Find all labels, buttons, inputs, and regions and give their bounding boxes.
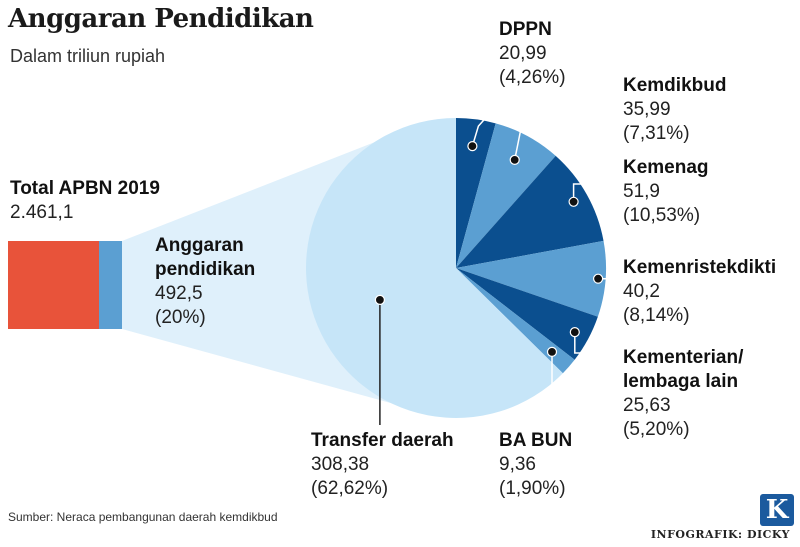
slice-name-kementerian-line2: lembaga lain (623, 371, 739, 392)
total-apbn-name: Total APBN 2019 (10, 178, 160, 199)
pie-slice-4 (456, 268, 598, 360)
slice-label-kemenag: Kemenag 51,9 (10,53%) (623, 156, 709, 228)
slice-label-kemdikbud: Kemdikbud 35,99 (7,31%) (623, 74, 726, 146)
education-budget-bar (99, 241, 122, 329)
pie-slice-3 (456, 240, 606, 317)
slice-pct-kemenristekdikti: (8,14%) (623, 305, 690, 326)
infographic-credit: INFOGRAFIK: DICKY (650, 528, 790, 541)
slice-name-kemenristekdikti: Kemenristekdikti (623, 257, 777, 278)
slice-name-kemdikbud: Kemdikbud (623, 75, 727, 96)
slice-value-kementerian-lain: 25,63 (623, 395, 671, 416)
slice-value-kemenag: 51,9 (623, 181, 660, 202)
slice-pct-dppn: (4,26%) (499, 67, 566, 88)
leader-dot-2 (568, 196, 579, 207)
slice-name-kementerian-line1: Kementerian/ (623, 347, 744, 368)
slice-value-dppn: 20,99 (499, 43, 547, 64)
leader-line-0 (471, 102, 500, 147)
leader-dot-1 (509, 154, 520, 165)
pie-slice-2 (456, 155, 604, 268)
total-apbn-label: Total APBN 2019 2.461,1 (10, 177, 160, 225)
leader-dot-3 (592, 273, 604, 284)
slice-value-kemenristekdikti: 40,2 (623, 281, 660, 302)
education-label-line1: Anggaran (155, 235, 244, 256)
leader-dot-5 (546, 346, 558, 357)
pie-slices (305, 117, 606, 418)
chart-subtitle: Dalam triliun rupiah (10, 46, 166, 66)
education-label-line2: pendidikan (155, 259, 256, 280)
slice-pct-kemdikbud: (7,31%) (623, 123, 690, 144)
leader-dot-0 (467, 141, 478, 152)
pie-slice-6 (305, 117, 563, 418)
slice-name-kemenag: Kemenag (623, 157, 709, 178)
slice-pct-kemenag: (10,53%) (623, 205, 701, 226)
slice-name-transfer-daerah: Transfer daerah (311, 430, 454, 451)
leader-dot-6 (374, 294, 385, 305)
publisher-logo: K (760, 494, 794, 526)
leader-line-1 (513, 103, 618, 161)
education-value: 492,5 (155, 283, 203, 304)
leader-lines (374, 102, 618, 427)
source-note: Sumber: Neraca pembangunan daerah kemdik… (8, 510, 278, 524)
slice-pct-transfer-daerah: (62,62%) (311, 478, 389, 499)
education-budget-label: Anggaran pendidikan 492,5 (20%) (155, 234, 255, 330)
slice-name-dppn: DPPN (499, 19, 552, 40)
slice-name-ba-bun: BA BUN (499, 430, 573, 451)
slice-label-transfer-daerah: Transfer daerah 308,38 (62,62%) (311, 429, 454, 501)
pie-slice-5 (456, 268, 575, 374)
slice-value-transfer-daerah: 308,38 (311, 454, 370, 475)
leader-line-4 (574, 332, 618, 354)
slice-value-ba-bun: 9,36 (499, 454, 536, 475)
slice-label-kemenristekdikti: Kemenristekdikti 40,2 (8,14%) (623, 256, 776, 328)
slice-label-kementerian-lain: Kementerian/ lembaga lain 25,63 (5,20%) (623, 346, 743, 442)
slice-value-kemdikbud: 35,99 (623, 99, 671, 120)
pie-slice-1 (456, 123, 556, 268)
leader-dot-4 (569, 327, 580, 338)
education-share: (20%) (155, 307, 206, 328)
slice-pct-kementerian-lain: (5,20%) (623, 419, 690, 440)
slice-pct-ba-bun: (1,90%) (499, 478, 566, 499)
leader-line-2 (572, 183, 618, 202)
total-apbn-value: 2.461,1 (10, 202, 74, 223)
pie-slice-0 (456, 118, 496, 268)
chart-title: Anggaran Pendidikan (8, 4, 314, 34)
total-apbn-bar (8, 241, 99, 329)
slice-label-ba-bun: BA BUN 9,36 (1,90%) (499, 429, 572, 501)
slice-label-dppn: DPPN 20,99 (4,26%) (499, 18, 566, 90)
